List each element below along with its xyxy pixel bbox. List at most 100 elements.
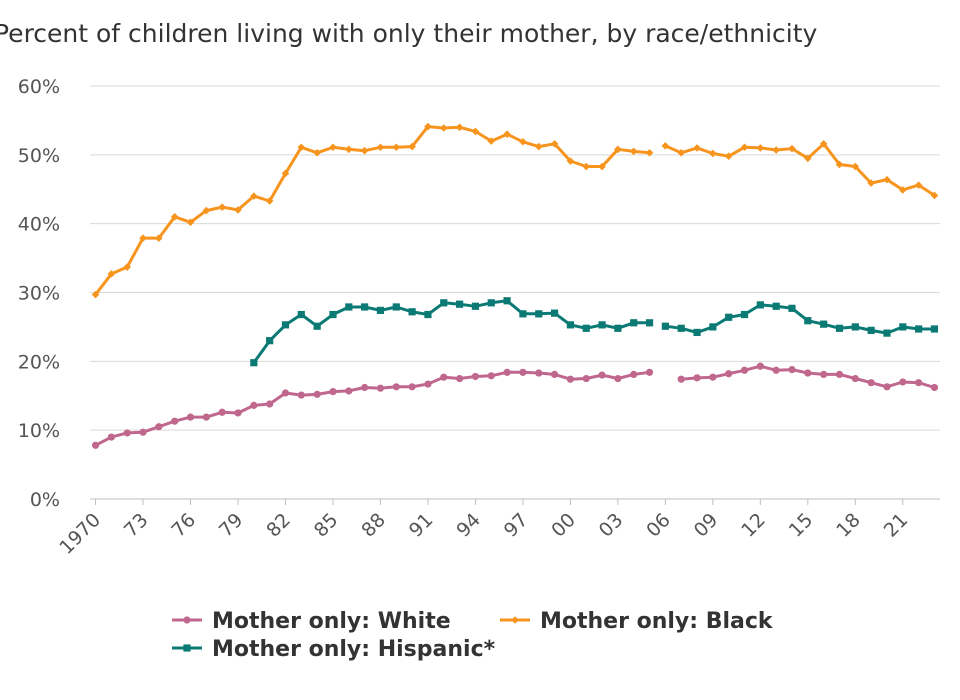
- data-point: [867, 179, 875, 187]
- data-point: [756, 144, 765, 152]
- data-point: [804, 154, 812, 163]
- data-point: [218, 203, 226, 211]
- data-point: [297, 391, 305, 399]
- data-point: [804, 317, 812, 325]
- series-line: [94, 125, 650, 296]
- data-point: [360, 146, 369, 155]
- data-point: [329, 310, 337, 319]
- data-point: [250, 192, 258, 200]
- data-point: [645, 319, 654, 327]
- series-line: [681, 364, 935, 389]
- x-tick-label: 85: [310, 509, 343, 542]
- data-point: [202, 413, 210, 421]
- data-point: [550, 370, 559, 379]
- data-point: [345, 303, 353, 311]
- chart-title: Percent of children living with only the…: [0, 19, 818, 48]
- data-point: [693, 328, 701, 337]
- data-point: [566, 375, 575, 383]
- data-point: [455, 374, 464, 383]
- data-point: [376, 384, 385, 392]
- data-point: [614, 324, 622, 332]
- data-point: [123, 263, 131, 271]
- data-point: [835, 370, 844, 379]
- data-point: [725, 313, 733, 321]
- data-point: [487, 372, 495, 380]
- data-point: [772, 302, 780, 310]
- data-point: [139, 234, 147, 242]
- legend-swatch-marker: [511, 616, 519, 624]
- data-point: [930, 325, 939, 333]
- y-axis-ticks: 0% 10% 20% 30% 40% 50% 60%: [18, 76, 60, 511]
- data-point: [91, 441, 100, 449]
- data-point: [455, 300, 464, 308]
- data-point: [899, 323, 907, 331]
- y-tick-label: 10%: [18, 420, 60, 442]
- data-point: [788, 304, 796, 312]
- data-point: [677, 375, 685, 383]
- data-point: [835, 160, 844, 169]
- x-tick-label: 06: [642, 509, 675, 542]
- data-point: [171, 417, 179, 425]
- data-point: [582, 162, 591, 171]
- data-point: [281, 169, 290, 178]
- data-point: [91, 290, 100, 299]
- series-line: [252, 299, 650, 364]
- data-point: [756, 362, 764, 370]
- data-point: [329, 143, 337, 152]
- data-point: [218, 408, 226, 416]
- data-point: [297, 143, 306, 152]
- legend-item[interactable]: Mother only: Black: [500, 609, 774, 634]
- data-point: [630, 370, 638, 379]
- data-point: [234, 409, 242, 417]
- data-point: [693, 374, 701, 382]
- series-layer: [91, 122, 939, 449]
- data-point: [598, 162, 606, 171]
- data-point: [535, 310, 543, 318]
- data-point: [471, 302, 480, 310]
- data-point: [123, 429, 131, 437]
- data-point: [186, 218, 195, 227]
- data-point: [250, 359, 258, 367]
- data-point: [266, 400, 274, 408]
- data-point: [820, 320, 828, 328]
- data-point: [709, 149, 717, 158]
- data-point: [724, 152, 733, 161]
- data-point: [424, 310, 432, 319]
- legend-item[interactable]: Mother only: Hispanic*: [172, 637, 496, 662]
- data-point: [392, 383, 400, 391]
- data-point: [503, 130, 511, 138]
- legend-label: Mother only: Black: [540, 609, 774, 634]
- data-point: [408, 308, 416, 316]
- x-axis-ticks: 1970 73 76 79 82 85 88 91 94 97 00 03 06 09 12 15 18 21: [55, 499, 912, 559]
- x-tick-label: 21: [880, 509, 913, 542]
- x-tick-label: 1970: [55, 509, 105, 559]
- data-point: [582, 324, 590, 332]
- series-line: [665, 303, 935, 335]
- data-point: [155, 234, 163, 242]
- data-point: [629, 147, 638, 156]
- x-tick-label: 73: [120, 509, 153, 542]
- grid-lines: [90, 85, 940, 500]
- data-point: [345, 387, 353, 395]
- legend-label: Mother only: Hispanic*: [212, 637, 496, 662]
- data-point: [519, 368, 527, 376]
- data-point: [645, 368, 654, 376]
- data-point: [740, 143, 749, 152]
- data-point: [598, 371, 606, 379]
- legend-item[interactable]: Mother only: White: [172, 609, 451, 634]
- data-point: [376, 143, 385, 152]
- data-point: [693, 144, 701, 152]
- y-tick-label: 50%: [18, 145, 60, 167]
- legend: Mother only: White Mother only: Black Moth…: [172, 609, 774, 662]
- data-point: [851, 323, 859, 331]
- data-point: [835, 324, 844, 332]
- data-point: [534, 142, 543, 151]
- data-point: [930, 191, 939, 200]
- data-point: [740, 310, 749, 319]
- data-point: [487, 299, 495, 307]
- data-point: [329, 388, 337, 396]
- data-point: [677, 324, 685, 332]
- series-0: [91, 362, 939, 449]
- data-point: [914, 181, 923, 189]
- x-tick-label: 09: [690, 509, 723, 542]
